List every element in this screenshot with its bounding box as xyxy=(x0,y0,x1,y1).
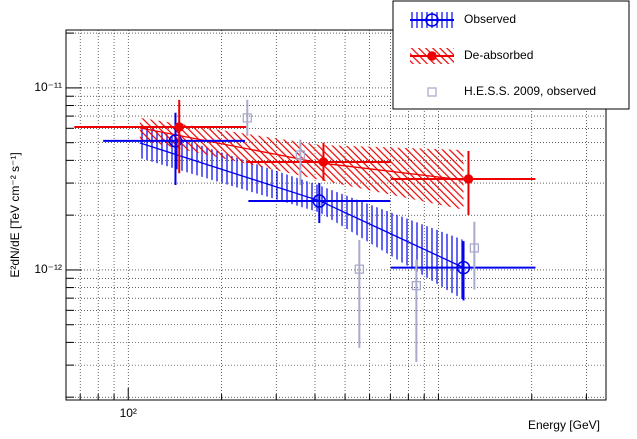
marker xyxy=(354,264,364,274)
legend: Observed De-absorbed H.E.S.S. 2009, observ… xyxy=(392,0,630,110)
marker xyxy=(318,157,329,167)
marker xyxy=(456,260,471,275)
x-axis-label: Energy [GeV] xyxy=(528,418,600,432)
legend-label: Observed xyxy=(464,12,516,26)
marker xyxy=(411,280,422,291)
marker xyxy=(469,243,480,253)
marker xyxy=(242,113,252,123)
legend-label: De-absorbed xyxy=(464,48,533,62)
x-tick-label: 10² xyxy=(120,406,137,420)
legend-marker xyxy=(425,13,439,27)
marker xyxy=(174,122,184,132)
plot-frame xyxy=(65,29,607,401)
marker xyxy=(168,134,183,148)
marker xyxy=(463,174,474,184)
legend-marker xyxy=(427,87,437,97)
y-tick-label: 10⁻¹² xyxy=(34,262,62,276)
marker xyxy=(295,150,306,160)
y-tick-label: 10⁻¹¹ xyxy=(34,80,62,94)
legend-label: H.E.S.S. 2009, observed xyxy=(464,84,596,98)
marker xyxy=(312,194,327,208)
legend-marker xyxy=(427,51,437,61)
y-axis-label: E²dN/dE [TeV cm⁻² s⁻¹] xyxy=(8,152,22,277)
